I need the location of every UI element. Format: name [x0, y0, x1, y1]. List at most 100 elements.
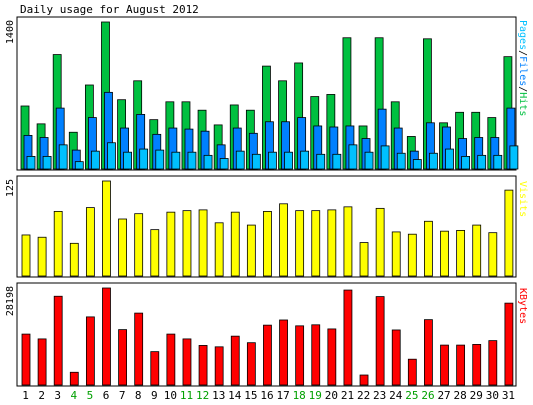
bar-kbytes-day-31: [504, 302, 514, 386]
x-tick-label-day-12: 12: [196, 389, 209, 402]
bar-kbytes-day-26: [424, 319, 433, 386]
bar-kbytes-day-20: [327, 328, 337, 386]
bar-visits-day-27: [440, 230, 449, 277]
bar-visits-day-28: [456, 229, 466, 277]
x-tick-label-day-26: 26: [421, 389, 434, 402]
bar-kbytes-day-3: [53, 295, 63, 386]
bar-kbytes-day-27: [440, 344, 449, 386]
bar-visits-day-20: [327, 209, 337, 277]
bar-visits-day-12: [198, 209, 208, 277]
bar-kbytes-day-10: [166, 333, 176, 386]
bar-visits-day-14: [230, 211, 240, 277]
x-tick-label-day-13: 13: [212, 389, 225, 402]
bar-pages-day-12: [203, 154, 213, 170]
bar-visits-day-16: [263, 210, 272, 277]
ymax-label-kbytes: 28198: [5, 286, 16, 316]
x-tick-label-day-16: 16: [260, 389, 273, 402]
bar-visits-day-22: [359, 242, 369, 277]
bar-pages-day-7: [123, 151, 132, 170]
bar-pages-day-31: [509, 145, 519, 170]
bar-kbytes-day-22: [359, 374, 369, 386]
x-tick-label-day-10: 10: [164, 389, 177, 402]
x-tick-label-day-7: 7: [119, 389, 126, 402]
ymax-label-hits: 1400: [5, 20, 16, 44]
bar-kbytes-day-28: [456, 344, 466, 386]
x-tick-label-day-2: 2: [38, 389, 45, 402]
x-tick-label-day-1: 1: [22, 389, 29, 402]
legend-kbytes: KBytes: [517, 288, 528, 324]
bar-pages-day-9: [155, 149, 165, 170]
bar-kbytes-day-6: [102, 287, 111, 386]
bar-kbytes-day-1: [21, 333, 31, 386]
x-tick-label-day-24: 24: [389, 389, 403, 402]
x-tick-label-day-9: 9: [151, 389, 158, 402]
panel-frame-0: [16, 16, 517, 171]
bar-pages-day-14: [235, 150, 245, 170]
chart-title: Daily usage for August 2012: [20, 3, 199, 16]
x-tick-label-day-29: 29: [470, 389, 483, 402]
bar-visits-day-18: [295, 210, 305, 277]
bar-visits-day-17: [279, 203, 288, 277]
bar-visits-day-19: [311, 210, 321, 277]
bar-pages-day-25: [412, 159, 422, 170]
x-tick-label-day-19: 19: [309, 389, 322, 402]
panel-frame-1: [16, 175, 517, 278]
bar-visits-day-2: [37, 236, 47, 277]
bar-visits-day-6: [102, 180, 111, 277]
bar-pages-day-15: [251, 153, 261, 170]
x-tick-label-day-31: 31: [502, 389, 515, 402]
x-tick-label-day-17: 17: [276, 389, 289, 402]
bar-pages-day-29: [477, 154, 487, 170]
bar-pages-day-30: [493, 154, 503, 170]
x-tick-label-day-4: 4: [71, 389, 78, 402]
bar-visits-day-21: [343, 206, 353, 277]
bar-visits-day-4: [69, 242, 79, 277]
bar-visits-day-9: [150, 229, 160, 277]
x-tick-label-day-25: 25: [405, 389, 418, 402]
x-tick-label-day-28: 28: [454, 389, 467, 402]
ymax-label-visits: 125: [5, 179, 16, 197]
bar-visits-day-5: [85, 207, 95, 277]
bar-kbytes-day-29: [472, 344, 482, 386]
bar-pages-day-6: [107, 142, 116, 170]
bar-kbytes-day-19: [311, 324, 321, 386]
bar-kbytes-day-18: [295, 325, 305, 386]
bar-pages-day-18: [300, 150, 310, 170]
bar-visits-day-10: [166, 211, 176, 277]
bar-kbytes-day-25: [407, 358, 417, 386]
legend-pages-files-hits: Pages/Files/Hits: [517, 20, 528, 116]
bar-visits-day-24: [391, 231, 401, 277]
bar-kbytes-day-9: [150, 351, 160, 386]
x-tick-label-day-23: 23: [373, 389, 386, 402]
bar-visits-day-1: [21, 234, 31, 277]
bar-kbytes-day-4: [69, 371, 79, 386]
legend-visits: Visits: [517, 181, 528, 217]
bar-visits-day-8: [134, 213, 144, 277]
x-tick-label-day-8: 8: [135, 389, 142, 402]
bar-pages-day-26: [429, 152, 438, 170]
bar-kbytes-day-8: [134, 312, 144, 386]
bar-pages-day-24: [396, 152, 406, 170]
bar-pages-day-10: [171, 151, 181, 170]
x-tick-label-day-20: 20: [325, 389, 338, 402]
panel-frame-2: [16, 282, 517, 387]
bar-kbytes-day-13: [214, 346, 224, 386]
bar-visits-day-15: [246, 224, 256, 277]
bar-kbytes-day-11: [182, 338, 192, 386]
bar-pages-day-1: [26, 155, 36, 170]
bar-kbytes-day-12: [198, 345, 208, 386]
legends-layer: Pages/Files/Hits Visits KBytes: [517, 20, 528, 324]
bar-visits-day-31: [504, 189, 514, 277]
x-tick-label-day-30: 30: [486, 389, 499, 402]
bar-pages-day-13: [219, 158, 229, 170]
bar-kbytes-day-5: [85, 316, 95, 386]
bar-visits-day-13: [214, 222, 224, 277]
bar-kbytes-day-23: [375, 296, 385, 386]
bar-visits-day-25: [407, 233, 417, 277]
x-tick-label-day-22: 22: [357, 389, 370, 402]
x-tick-label-day-21: 21: [341, 389, 354, 402]
bar-kbytes-day-2: [37, 338, 47, 386]
bar-pages-day-5: [90, 150, 100, 170]
